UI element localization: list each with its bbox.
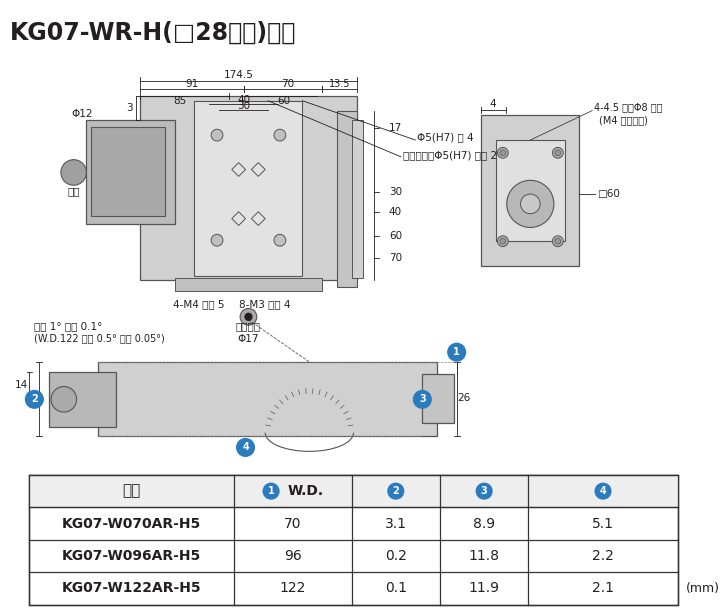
- Circle shape: [245, 313, 252, 321]
- Text: 30: 30: [389, 187, 402, 197]
- Text: 2.1: 2.1: [592, 581, 614, 596]
- Bar: [482, 115, 579, 266]
- Text: 4-4.5 通孔Φ8 沉孔: 4-4.5 通孔Φ8 沉孔: [594, 103, 663, 112]
- Text: 174.5: 174.5: [223, 70, 254, 80]
- Circle shape: [274, 129, 286, 141]
- Text: Φ5(H7) 深 4: Φ5(H7) 深 4: [417, 132, 474, 142]
- Circle shape: [497, 147, 508, 158]
- Bar: [49, 372, 116, 427]
- Circle shape: [25, 391, 43, 408]
- Text: 14: 14: [15, 379, 28, 390]
- Circle shape: [51, 387, 77, 412]
- Circle shape: [507, 181, 554, 227]
- Bar: [30, 475, 677, 605]
- Text: 刻度 1° 遙標 0.1°: 刻度 1° 遙標 0.1°: [35, 322, 103, 332]
- Circle shape: [476, 483, 492, 499]
- Bar: [175, 278, 322, 291]
- Text: (mm): (mm): [685, 582, 719, 595]
- Text: 70: 70: [281, 79, 294, 89]
- Bar: [496, 140, 565, 241]
- Circle shape: [552, 147, 563, 158]
- Circle shape: [240, 308, 257, 325]
- Text: 70: 70: [389, 253, 402, 263]
- Text: KG07-W096AR-H5: KG07-W096AR-H5: [62, 549, 201, 563]
- Circle shape: [500, 150, 506, 156]
- Circle shape: [595, 483, 611, 499]
- Text: 旋鈕: 旋鈕: [67, 186, 80, 196]
- Circle shape: [555, 150, 561, 156]
- Text: 122: 122: [280, 581, 306, 596]
- Text: 70: 70: [284, 516, 301, 530]
- Text: 0.2: 0.2: [385, 549, 407, 563]
- Text: 自反面開孔Φ5(H7) 深度 2: 自反面開孔Φ5(H7) 深度 2: [403, 150, 497, 160]
- Text: 3: 3: [481, 486, 487, 496]
- Text: 26: 26: [457, 394, 470, 403]
- Circle shape: [497, 236, 508, 247]
- Circle shape: [211, 129, 223, 141]
- Text: 60: 60: [277, 96, 290, 106]
- Text: 4-M4 深度 5: 4-M4 深度 5: [173, 299, 224, 309]
- Bar: [98, 362, 437, 436]
- Bar: [337, 111, 356, 287]
- Text: KG07-WR-H(□28馬達)系列: KG07-WR-H(□28馬達)系列: [10, 21, 296, 45]
- Text: 17: 17: [389, 123, 402, 133]
- Circle shape: [521, 194, 540, 214]
- Text: KG07-W122AR-H5: KG07-W122AR-H5: [61, 581, 202, 596]
- Bar: [91, 127, 165, 216]
- Text: □60: □60: [597, 189, 620, 199]
- Text: 2: 2: [393, 486, 399, 496]
- Text: 8.9: 8.9: [473, 516, 495, 530]
- Circle shape: [555, 238, 561, 244]
- Circle shape: [211, 235, 223, 246]
- Bar: [140, 96, 356, 281]
- Text: 4: 4: [489, 99, 496, 109]
- Text: 2.2: 2.2: [592, 549, 614, 563]
- Text: 85: 85: [173, 96, 187, 106]
- Text: 2: 2: [31, 394, 38, 404]
- Circle shape: [414, 391, 431, 408]
- Bar: [194, 101, 302, 276]
- Bar: [87, 120, 175, 223]
- Circle shape: [388, 483, 403, 499]
- Text: 5.1: 5.1: [592, 516, 614, 530]
- Text: 1: 1: [453, 347, 460, 357]
- Text: 60: 60: [389, 231, 402, 241]
- Text: 30: 30: [237, 101, 250, 111]
- Text: (M4 用螺栓孔): (M4 用螺栓孔): [599, 115, 648, 125]
- Bar: [30, 475, 677, 507]
- Text: 11.8: 11.8: [469, 549, 500, 563]
- Text: Φ12: Φ12: [72, 109, 93, 119]
- Text: 96: 96: [284, 549, 301, 563]
- Circle shape: [552, 236, 563, 247]
- Bar: [422, 374, 454, 423]
- Bar: [351, 120, 364, 278]
- Text: 4: 4: [242, 443, 249, 453]
- Text: 91: 91: [185, 79, 199, 89]
- Text: 28: 28: [25, 394, 38, 403]
- Circle shape: [263, 483, 279, 499]
- Text: 4: 4: [599, 486, 607, 496]
- Text: 40: 40: [389, 207, 402, 217]
- Circle shape: [500, 238, 506, 244]
- Text: 款型: 款型: [122, 484, 141, 499]
- Text: 3: 3: [127, 103, 133, 112]
- Text: 11.9: 11.9: [469, 581, 500, 596]
- Text: 13.5: 13.5: [328, 79, 350, 89]
- Text: 0.1: 0.1: [385, 581, 407, 596]
- Text: 40: 40: [237, 95, 250, 105]
- Text: 3: 3: [419, 394, 426, 404]
- Text: (W.D.122 刻度 0.5° 遙標 0.05°): (W.D.122 刻度 0.5° 遙標 0.05°): [35, 333, 165, 343]
- Text: KG07-W070AR-H5: KG07-W070AR-H5: [62, 516, 201, 530]
- Circle shape: [448, 343, 466, 361]
- Text: 1: 1: [268, 486, 275, 496]
- Text: 旋轉中心: 旋轉中心: [236, 322, 261, 332]
- Circle shape: [61, 160, 87, 185]
- Text: 8-M3 深度 4: 8-M3 深度 4: [239, 299, 290, 309]
- Circle shape: [236, 438, 254, 456]
- Text: W.D.: W.D.: [288, 484, 324, 498]
- Text: 3.1: 3.1: [385, 516, 407, 530]
- Text: Φ17: Φ17: [238, 335, 260, 344]
- Circle shape: [274, 235, 286, 246]
